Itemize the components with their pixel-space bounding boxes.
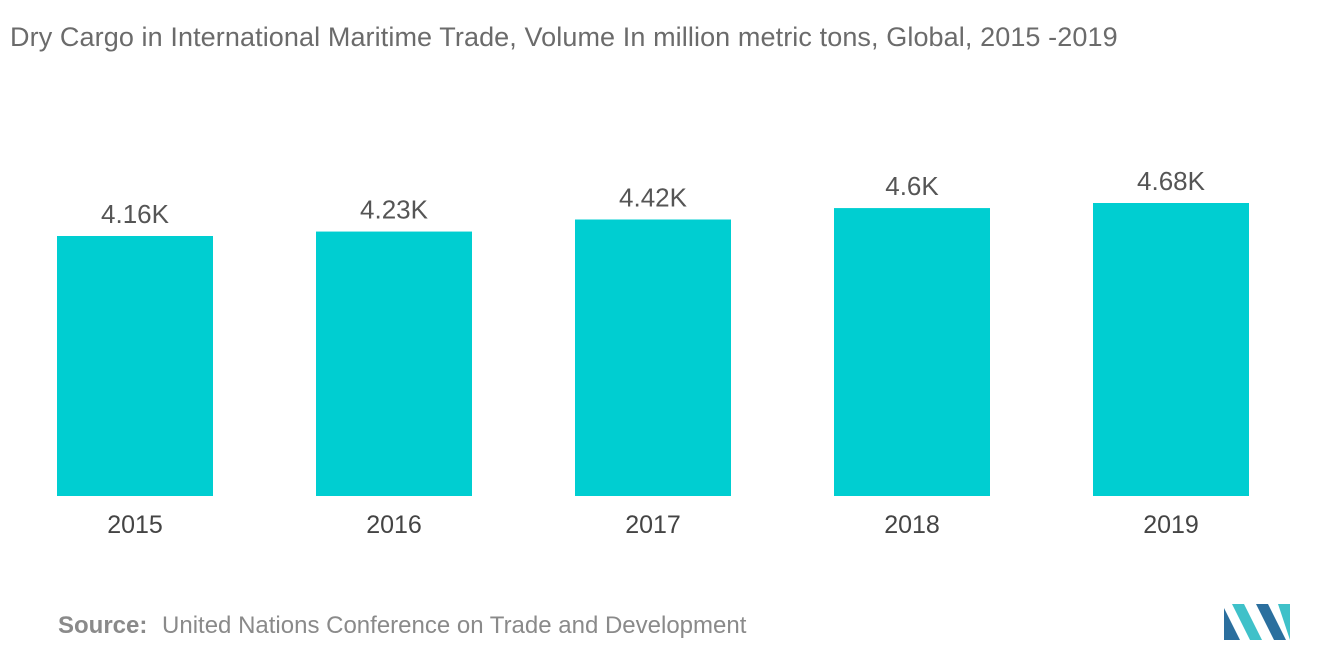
bar-chart: 4.16K 2015 4.23K 2016 4.42K 2017 4.6K 2018 4.68K…: [57, 166, 1249, 539]
x-tick-label-2015: 2015: [107, 511, 163, 539]
x-tick-label-2017: 2017: [625, 511, 681, 539]
bar-2019: [1093, 203, 1249, 496]
data-label-2018: 4.6K: [885, 171, 939, 201]
x-tick-label-2019: 2019: [1143, 511, 1199, 539]
data-label-2019: 4.68K: [1137, 166, 1206, 196]
bar-2017: [575, 219, 731, 496]
data-label-2016: 4.23K: [360, 195, 429, 225]
mordor-intelligence-logo-icon: [1224, 604, 1290, 640]
chart-title: Dry Cargo in International Maritime Trad…: [10, 22, 1118, 52]
bar-2016: [316, 231, 472, 497]
bar-2015: [57, 236, 213, 496]
source-text: United Nations Conference on Trade and D…: [162, 612, 747, 639]
data-label-2015: 4.16K: [101, 199, 170, 229]
source-label: Source:: [58, 612, 148, 639]
x-tick-label-2016: 2016: [366, 511, 422, 539]
data-label-2017: 4.42K: [619, 183, 688, 213]
x-tick-label-2018: 2018: [884, 511, 940, 539]
bar-2018: [834, 208, 990, 497]
source-note: Source: United Nations Conference on Tra…: [58, 612, 746, 640]
